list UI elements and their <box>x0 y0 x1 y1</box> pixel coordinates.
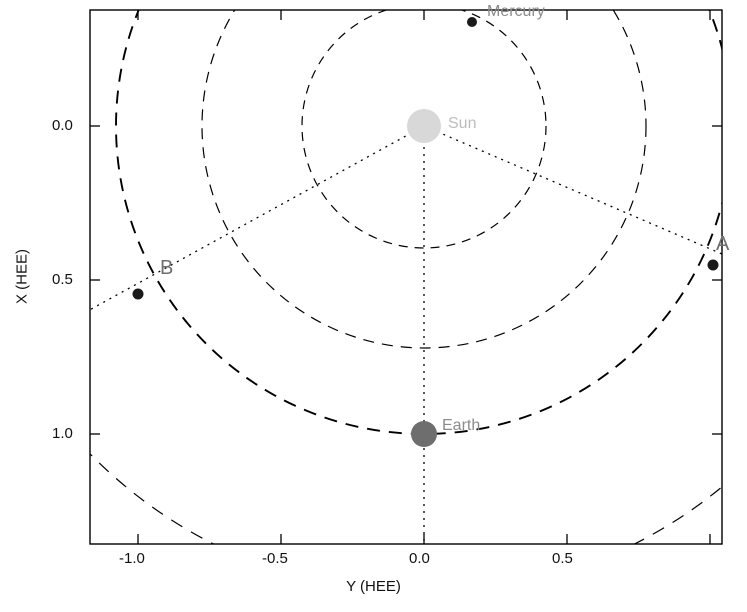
earth-label: Earth <box>442 417 481 434</box>
x-axis-title: Y (HEE) <box>346 578 401 595</box>
venus-orbit-circle <box>201 10 647 349</box>
y-tick-label-0: 0.0 <box>52 117 73 134</box>
y-tick-label-1: 0.5 <box>52 271 73 288</box>
x-tick-label-2: 0.0 <box>409 550 430 567</box>
mercury-label: Mercury <box>487 3 545 20</box>
sun-stereo-b-line <box>90 125 425 311</box>
stereo-a-marker <box>707 259 719 271</box>
stereo-a-label: A <box>716 233 730 255</box>
mercury-orbit-circle <box>301 10 547 249</box>
y-tick-label-2: 1.0 <box>52 425 73 442</box>
stereo-b-marker <box>132 288 144 300</box>
y-axis-ticks <box>90 125 722 435</box>
earth-marker <box>411 421 437 447</box>
x-axis-ticks <box>137 10 711 544</box>
stereo-b-label: B <box>160 257 174 279</box>
x-tick-label-0: -1.0 <box>119 550 145 567</box>
sun-stereo-a-line <box>423 125 722 255</box>
x-tick-label-1: -0.5 <box>262 550 288 567</box>
sun-label: Sun <box>448 115 477 132</box>
mercury-marker <box>467 17 477 27</box>
plot-frame <box>89 9 723 545</box>
sun-marker <box>407 109 441 143</box>
y-axis-title: X (HEE) <box>13 249 31 305</box>
x-tick-label-3: 0.5 <box>552 550 573 567</box>
